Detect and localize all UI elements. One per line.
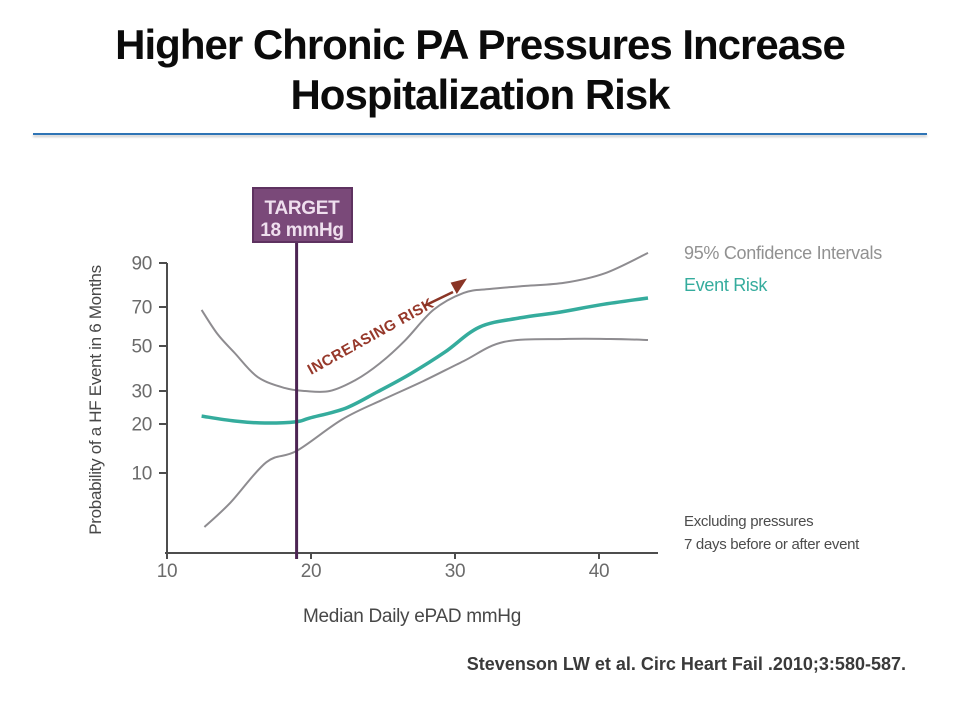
increasing-risk-label: INCREASING RISK: [305, 295, 437, 379]
ci-upper-curve: [200, 251, 649, 393]
target-callout: TARGET 18 mmHg: [252, 187, 353, 243]
target-label-line-1: TARGET: [265, 198, 341, 219]
title-line-2: Hospitalization Risk: [290, 71, 670, 118]
y-tick-label: 10: [131, 464, 152, 485]
x-tick-label: 40: [589, 561, 610, 582]
x-tick-label: 10: [157, 561, 178, 582]
y-axis-ticks: 10 20 30 50 70 90: [131, 254, 167, 485]
arrow-head-icon: [450, 278, 467, 294]
event-risk-curve: [201, 296, 649, 425]
legend-confidence-intervals: 95% Confidence Intervals: [684, 243, 882, 263]
target-label-line-2: 18 mmHg: [260, 220, 343, 241]
x-tick-label: 30: [445, 561, 466, 582]
ci-lower-curve: [203, 337, 649, 528]
y-tick-label: 90: [131, 254, 152, 275]
y-tick-label: 30: [131, 382, 152, 403]
x-axis-title: Median Daily ePAD mmHg: [303, 606, 521, 627]
slide-title: Higher Chronic PA Pressures Increase Hos…: [0, 20, 960, 120]
y-tick-label: 20: [131, 415, 152, 436]
y-axis-title: Probability of a HF Event in 6 Months: [86, 265, 105, 535]
note-line-1: Excluding pressures: [684, 513, 813, 530]
y-tick-label: 50: [131, 337, 152, 358]
x-axis-ticks: 10 20 30 40: [157, 553, 610, 582]
x-tick-label: 20: [301, 561, 322, 582]
target-box: [252, 187, 353, 243]
title-divider: [33, 133, 927, 135]
increasing-risk-annotation: INCREASING RISK: [305, 278, 467, 379]
y-tick-label: 70: [131, 298, 152, 319]
title-line-1: Higher Chronic PA Pressures Increase: [115, 21, 846, 68]
legend-event-risk: Event Risk: [684, 275, 768, 295]
citation: Stevenson LW et al. Circ Heart Fail .201…: [466, 654, 906, 674]
increasing-risk-arrow: [423, 290, 454, 308]
risk-chart: 10 20 30 50 70 90 10 20 30 40 Probability of a H…: [86, 187, 883, 627]
note-line-2: 7 days before or after event: [684, 536, 860, 553]
